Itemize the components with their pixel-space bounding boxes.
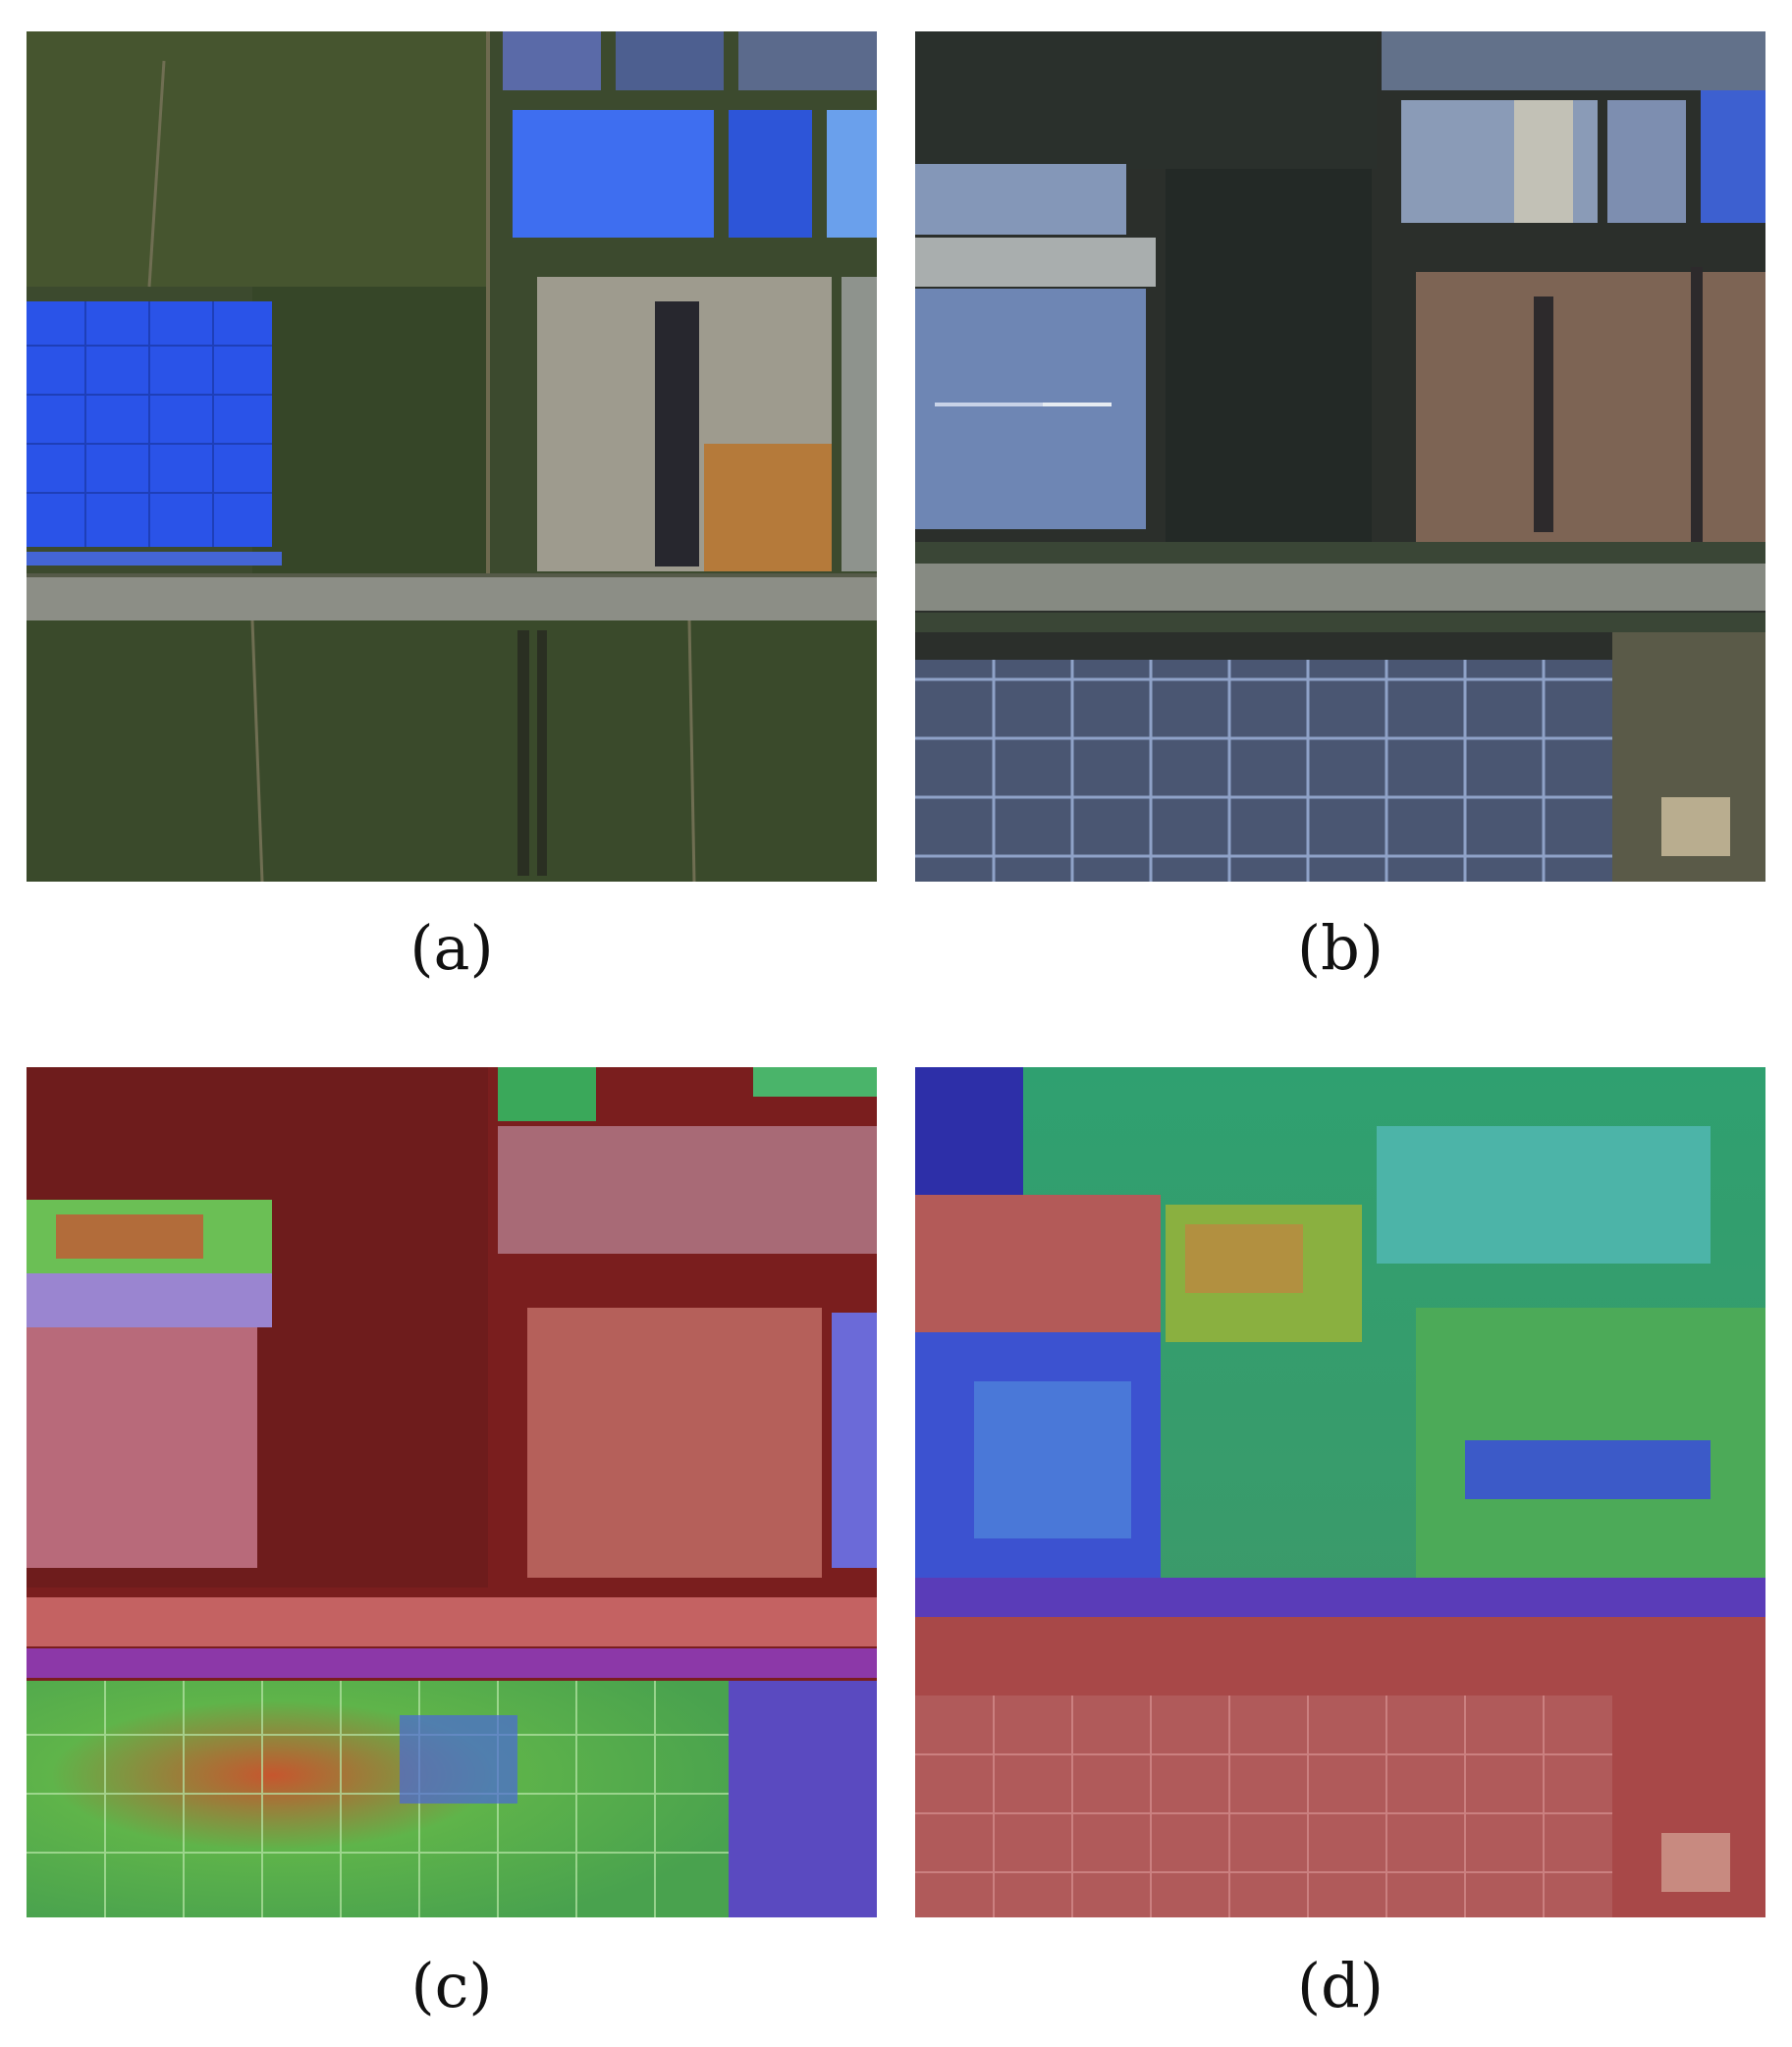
heatmap-panel-d — [915, 1067, 1765, 1917]
image-panel-a — [27, 31, 877, 882]
satellite-image-b — [915, 31, 1765, 882]
caption-c: (c) — [410, 1950, 493, 2021]
caption-a: (a) — [409, 912, 494, 984]
caption-b: (b) — [1296, 912, 1385, 984]
satellite-image-a — [27, 31, 877, 882]
caption-d: (d) — [1296, 1950, 1385, 2021]
heatmap-panel-c — [27, 1067, 877, 1917]
image-panel-b — [915, 31, 1765, 882]
heatmap-image-c — [27, 1067, 877, 1917]
heatmap-image-d — [915, 1067, 1765, 1917]
